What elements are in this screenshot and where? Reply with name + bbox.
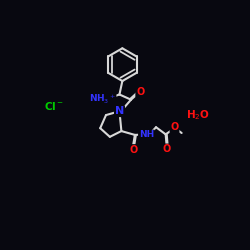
Text: NH: NH [139,130,154,140]
Text: O: O [130,145,138,155]
Text: NH$_3$$^+$: NH$_3$$^+$ [88,93,116,106]
Text: Cl$^-$: Cl$^-$ [44,100,64,112]
Text: O: O [170,122,179,132]
Text: H$_2$O: H$_2$O [186,108,210,122]
Text: O: O [136,86,144,97]
Text: O: O [163,144,171,154]
Text: N: N [115,106,124,116]
